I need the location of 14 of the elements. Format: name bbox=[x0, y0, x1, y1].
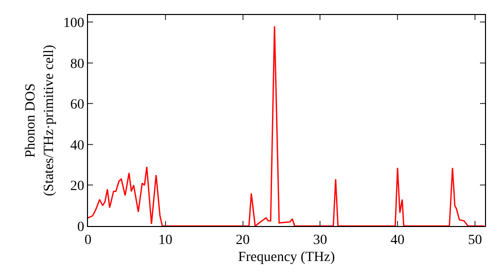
x-tick-label: 50 bbox=[468, 232, 482, 248]
x-tick-label: 30 bbox=[313, 232, 328, 248]
y-tick-label: 80 bbox=[70, 56, 84, 72]
x-tick-label: 40 bbox=[390, 232, 405, 248]
y-tick-label: 0 bbox=[77, 220, 84, 235]
y-tick-label: 100 bbox=[63, 16, 84, 32]
y-tick-label: 60 bbox=[70, 98, 84, 113]
line-series bbox=[88, 26, 485, 226]
x-tick-label: 10 bbox=[158, 232, 172, 248]
y-axis-title: Phonon DOS (States/THz·primitive cell) bbox=[24, 44, 57, 196]
x-axis-title: Frequency (THz) bbox=[238, 250, 336, 266]
x-tick-label: 20 bbox=[236, 232, 250, 248]
y-tick-label: 20 bbox=[70, 179, 84, 194]
y-tick-label: 40 bbox=[70, 138, 84, 154]
